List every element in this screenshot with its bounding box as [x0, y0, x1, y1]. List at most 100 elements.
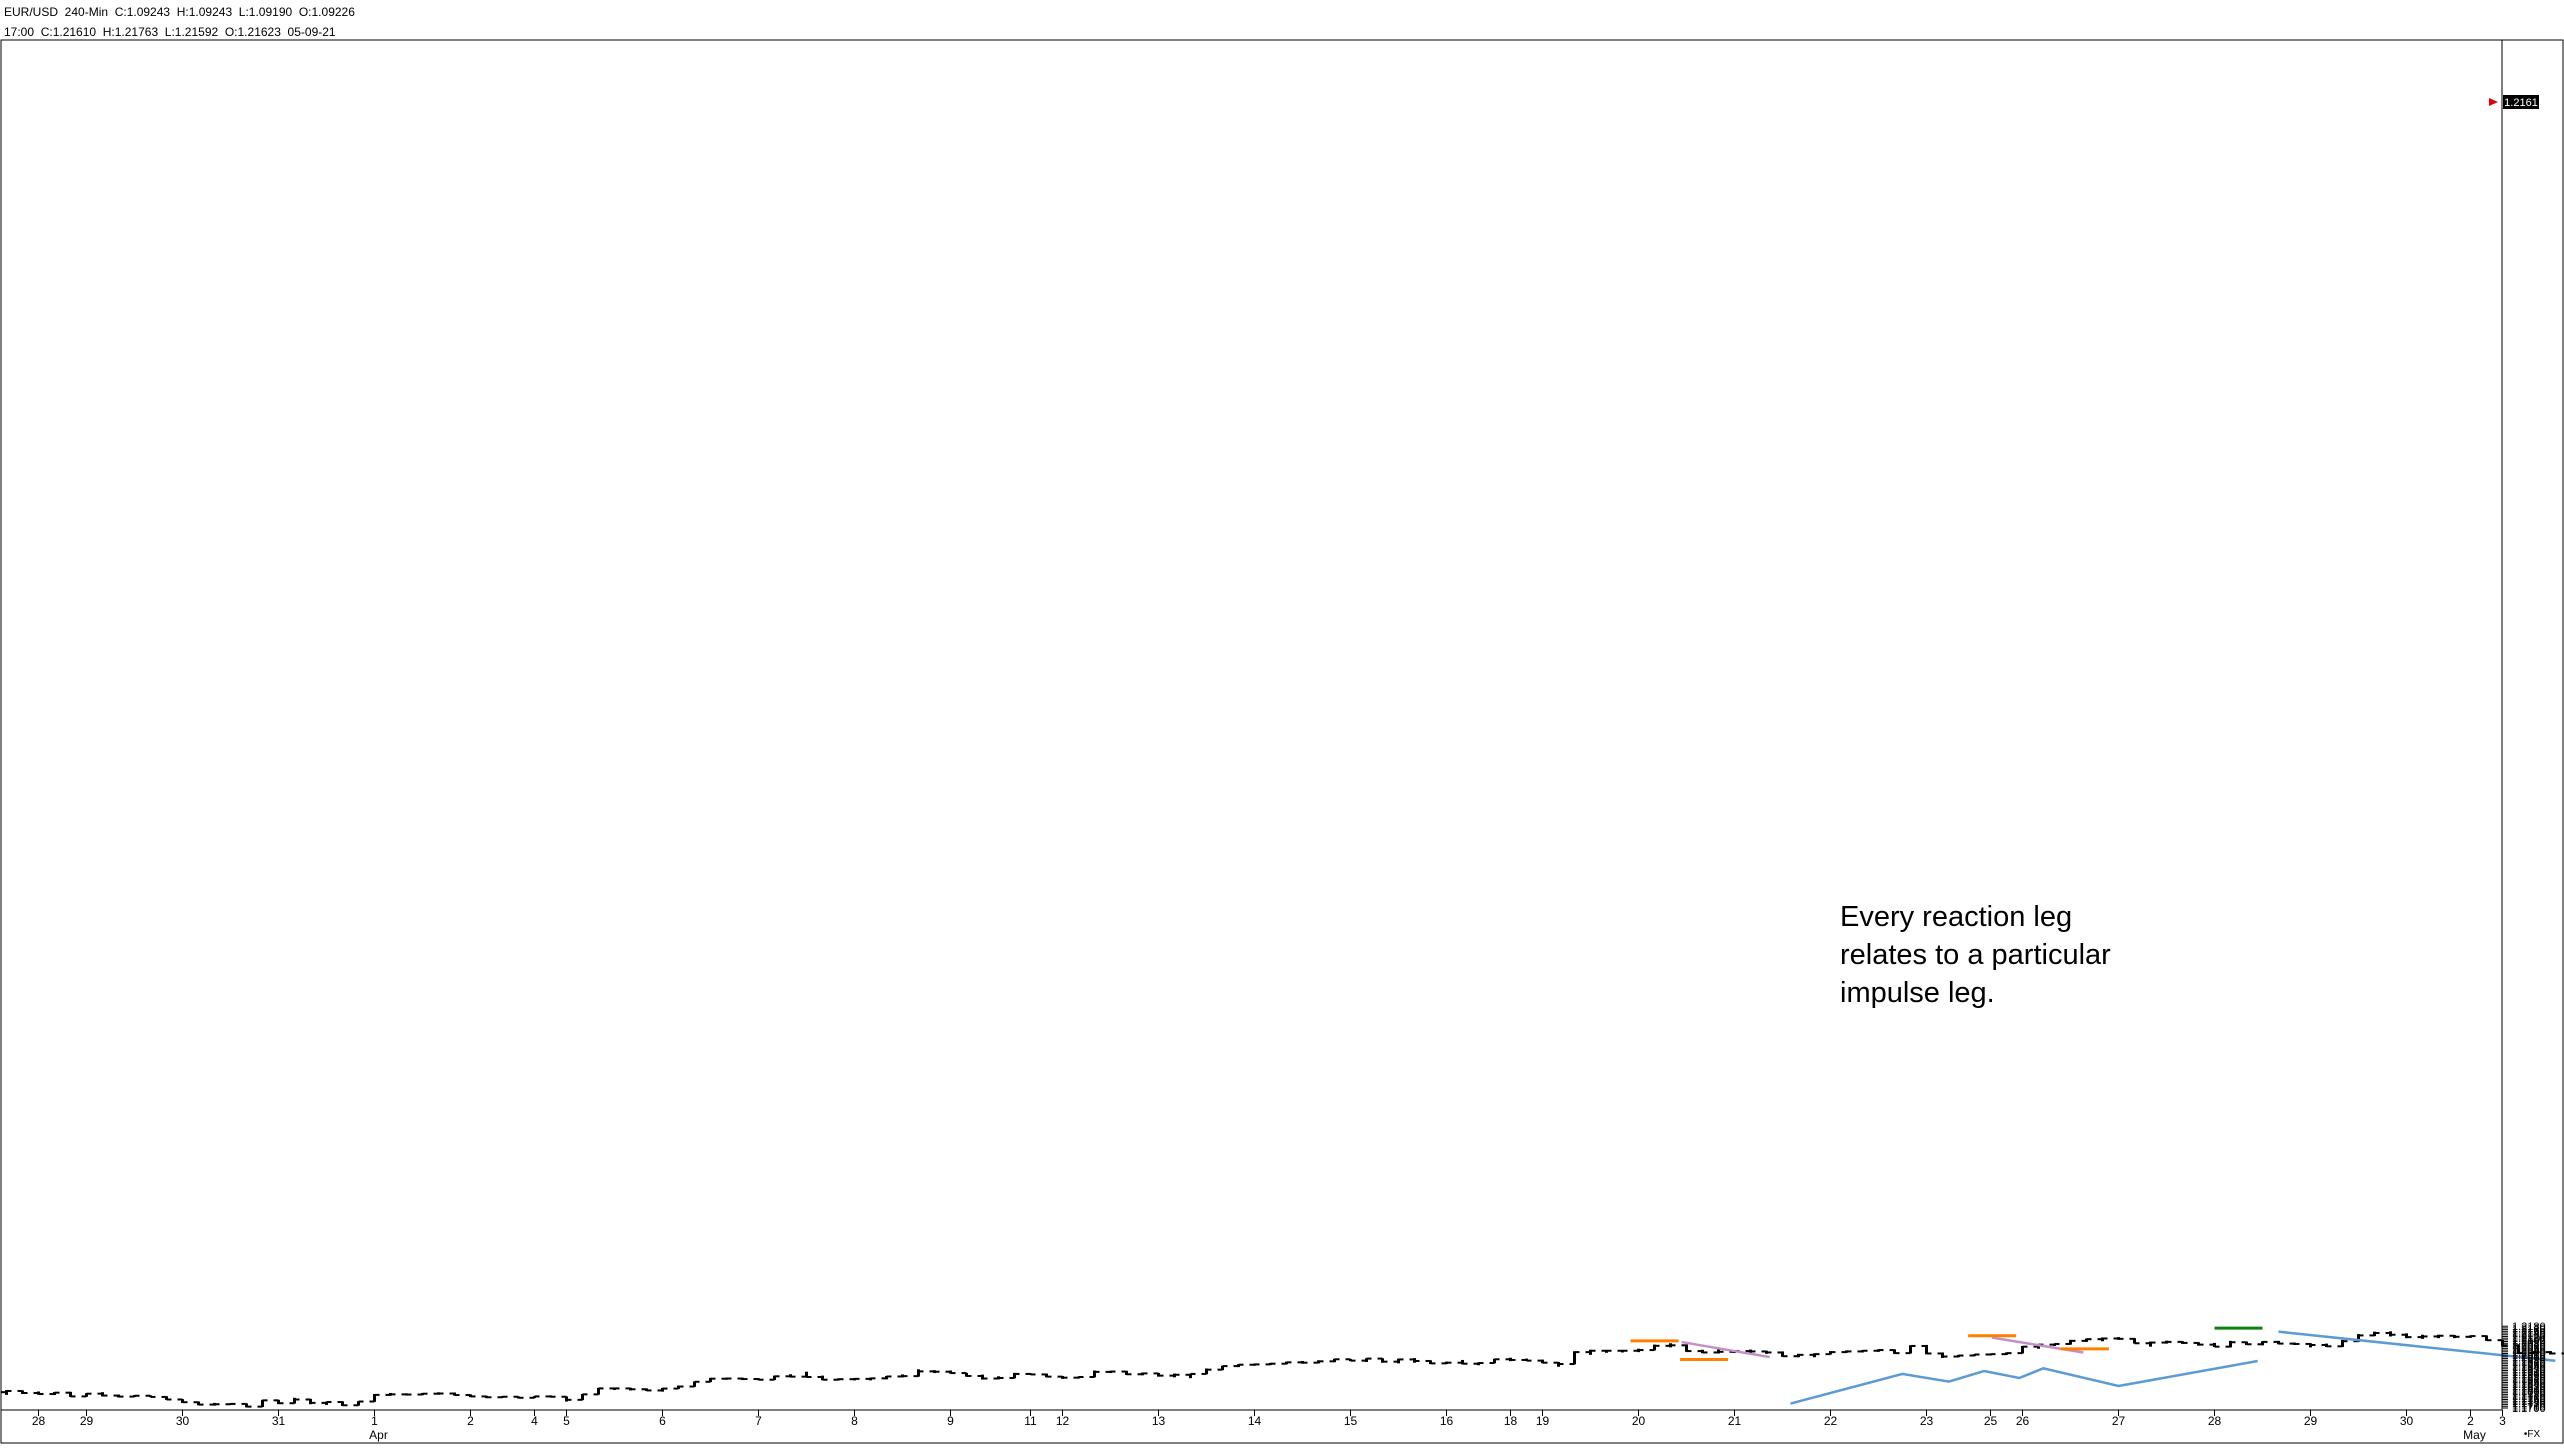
- date-tick-label: 7: [755, 1414, 762, 1428]
- ohlc-bar: [2066, 1340, 2076, 1345]
- ohlc-bar: [2018, 1346, 2028, 1353]
- ohlc-bar: [770, 1376, 780, 1380]
- ohlc-bar: [2370, 1332, 2380, 1336]
- ohlc-bar: [818, 1376, 828, 1381]
- ohlc-bar: [1874, 1349, 1884, 1352]
- ohlc-bar: [274, 1400, 284, 1404]
- date-tick-label: 28: [32, 1414, 46, 1428]
- date-tick-label: 26: [2016, 1414, 2030, 1428]
- ohlc-bar: [1986, 1353, 1996, 1355]
- ohlc-bar: [1634, 1349, 1644, 1352]
- ohlc-bar: [514, 1396, 524, 1398]
- annotation-line: Every reaction leg: [1840, 901, 2072, 933]
- date-tick-label: 28: [2208, 1414, 2222, 1428]
- date-tick-label: 2: [467, 1414, 474, 1428]
- price-marker: 1.2161: [2489, 95, 2539, 109]
- ohlc-bar: [2082, 1338, 2092, 1341]
- ohlc-bar: [418, 1393, 428, 1395]
- ohlc-bar: [2274, 1341, 2284, 1344]
- ohlc-bar: [306, 1399, 316, 1404]
- ohlc-bar: [2226, 1341, 2236, 1347]
- ohlc-bar: [2162, 1341, 2172, 1344]
- date-tick-label: 12: [1056, 1414, 1070, 1428]
- ohlc-bar: [2002, 1352, 2012, 1354]
- date-tick-label: 19: [1536, 1414, 1550, 1428]
- ohlc-bar: [1682, 1344, 1692, 1351]
- ohlc-bar: [1474, 1362, 1484, 1365]
- ohlc-bar: [466, 1394, 476, 1397]
- month-label: May: [2463, 1428, 2486, 1442]
- ohlc-bar: [1970, 1354, 1980, 1356]
- date-tick-label: 4: [531, 1414, 538, 1428]
- ohlc-bar: [626, 1388, 636, 1391]
- ohlc-bar: [194, 1402, 204, 1406]
- ohlc-bar: [34, 1391, 44, 1394]
- ohlc-bar: [1762, 1351, 1772, 1354]
- ohlc-bar: [2130, 1338, 2140, 1343]
- ohlc-bar: [1698, 1350, 1708, 1353]
- ohlc-bar: [1170, 1374, 1180, 1378]
- date-tick-label: 30: [2400, 1414, 2414, 1428]
- ohlc-bar: [1250, 1364, 1260, 1366]
- ohlc-bar: [962, 1373, 972, 1377]
- ohlc-bar: [290, 1398, 300, 1404]
- ohlc-bar: [1890, 1349, 1900, 1353]
- ohlc-bar: [1378, 1358, 1388, 1362]
- ohlc-bar: [1346, 1359, 1356, 1361]
- ohlc-bar: [1506, 1358, 1516, 1361]
- ohlc-bar: [1538, 1360, 1548, 1364]
- price-tick-label: 1.2180: [2512, 1321, 2546, 1333]
- ohlc-bar: [498, 1396, 508, 1398]
- ohlc-bar: [578, 1394, 588, 1400]
- ohlc-bar: [898, 1374, 908, 1377]
- ohlc-bars: [2, 1327, 2564, 1407]
- ohlc-bar: [242, 1403, 252, 1407]
- annotation-line: relates to a particular: [1840, 939, 2111, 971]
- symbol-info-header: EUR/USD 240-Min C:1.09243 H:1.09243 L:1.…: [4, 5, 355, 19]
- ohlc-bar: [1218, 1366, 1228, 1370]
- ohlc-bar: [802, 1372, 812, 1378]
- ohlc-bar: [98, 1392, 108, 1396]
- ohlc-bar: [994, 1376, 1004, 1379]
- price-axis[interactable]: 1.17001.17101.17201.17301.17401.17501.17…: [2502, 40, 2546, 1415]
- ohlc-bar: [1042, 1374, 1052, 1378]
- ohlc-bar: [866, 1378, 876, 1381]
- ohlc-bar: [1586, 1350, 1596, 1355]
- date-tick-label: 27: [2112, 1414, 2126, 1428]
- month-label: Apr: [369, 1428, 388, 1442]
- ohlc-bar: [946, 1371, 956, 1374]
- ohlc-bar: [690, 1381, 700, 1386]
- date-tick-label: 15: [1344, 1414, 1358, 1428]
- ohlc-bar: [2050, 1344, 2060, 1346]
- ohlc-bar: [2114, 1337, 2124, 1340]
- ohlc-bar: [1490, 1359, 1500, 1364]
- date-tick-label: 20: [1632, 1414, 1646, 1428]
- ohlc-bar: [2178, 1341, 2188, 1344]
- ohlc-bar: [1906, 1345, 1916, 1353]
- impulse-reaction-zigzag: [1791, 1361, 2258, 1404]
- ohlc-bar: [146, 1395, 156, 1397]
- drawing-overlays: [1631, 1328, 2564, 1403]
- current-price-arrow-icon: [2489, 98, 2498, 106]
- ohlc-bar: [1074, 1376, 1084, 1378]
- ohlc-bar: [2546, 1351, 2556, 1354]
- ohlc-bar: [2290, 1343, 2300, 1345]
- ohlc-bar: [66, 1392, 76, 1397]
- date-tick-label: 30: [176, 1414, 190, 1428]
- date-tick-label: 29: [80, 1414, 94, 1428]
- current-price-tag: 1.2161: [2504, 97, 2538, 109]
- ohlc-bar: [2450, 1335, 2460, 1338]
- ohlc-bar: [642, 1388, 652, 1391]
- ohlc-bar: [610, 1388, 620, 1390]
- ohlc-bar: [1314, 1360, 1324, 1363]
- ohlc-bar: [402, 1393, 412, 1395]
- ohlc-bar: [2, 1390, 12, 1395]
- ohlc-bar: [1618, 1350, 1628, 1352]
- ohlc-bar: [1442, 1362, 1452, 1364]
- ohlc-bar: [850, 1378, 860, 1380]
- ohlc-bar: [1202, 1368, 1212, 1374]
- ohlc-bar: [1234, 1364, 1244, 1367]
- ohlc-bar: [786, 1374, 796, 1377]
